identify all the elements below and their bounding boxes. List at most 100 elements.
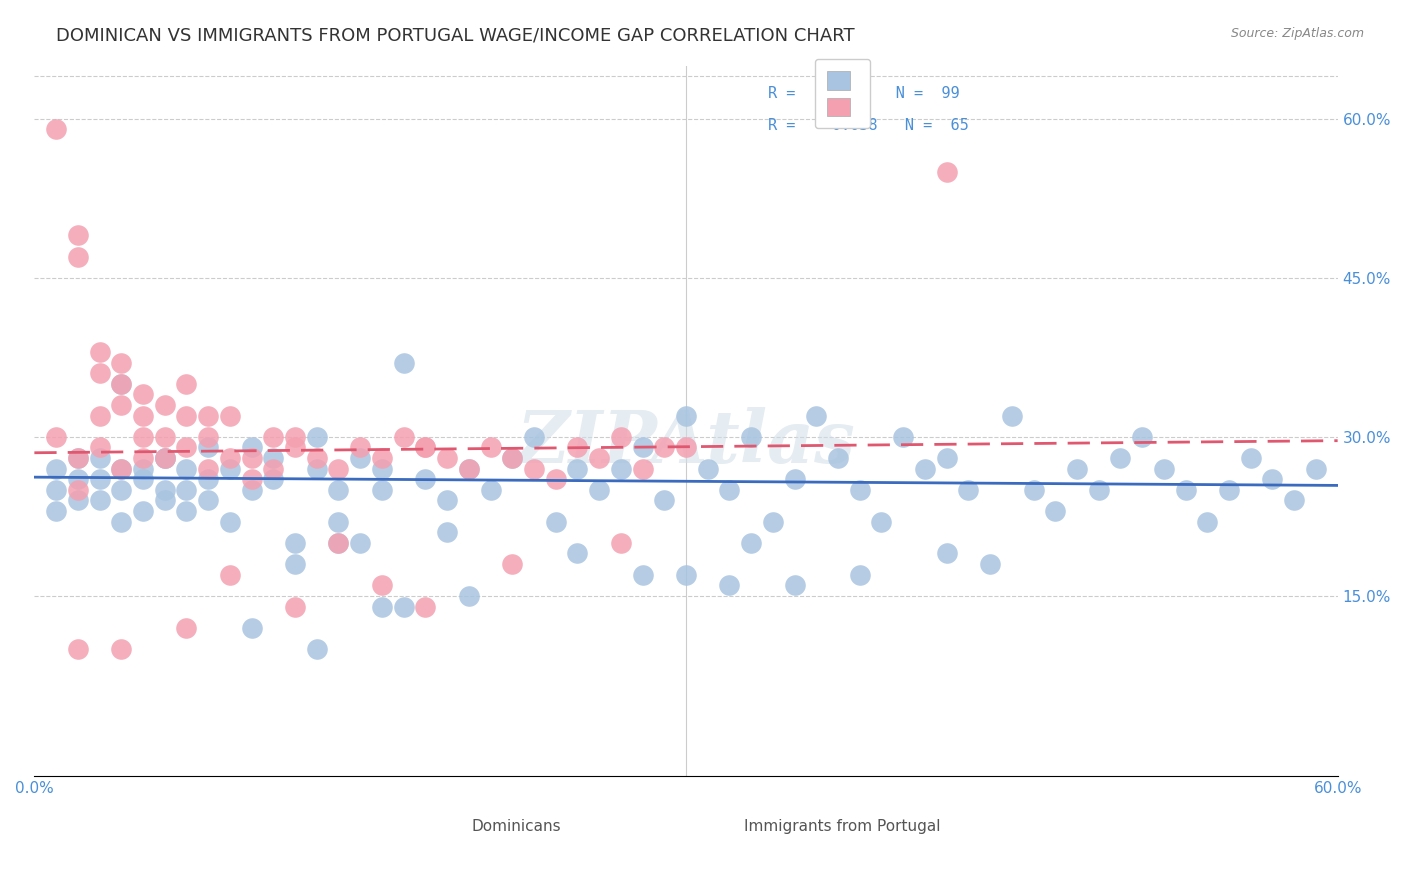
Point [89,409,111,423]
Point [392,356,415,370]
Point [436,525,458,540]
Point [218,451,240,466]
Text: R =    0.038   N =  65: R = 0.038 N = 65 [768,118,969,133]
Point [849,483,872,497]
Point [45,122,67,136]
Point [110,483,132,497]
Text: R =  -0.026   N =  99: R = -0.026 N = 99 [768,86,960,101]
Point [479,441,502,455]
Point [1001,409,1024,423]
Point [1130,430,1153,444]
Point [132,409,155,423]
Point [827,451,849,466]
Point [392,430,415,444]
Point [153,483,176,497]
Point [176,504,198,518]
Point [218,461,240,475]
Point [501,557,523,571]
Point [436,451,458,466]
Point [66,493,89,508]
Point [176,461,198,475]
Point [328,536,350,550]
Point [652,441,675,455]
Point [935,451,957,466]
Point [110,461,132,475]
Point [415,599,437,614]
Point [696,461,718,475]
Point [66,472,89,486]
Point [305,451,328,466]
Point [935,547,957,561]
Point [610,430,633,444]
Point [176,621,198,635]
Point [349,441,371,455]
Point [328,515,350,529]
Point [110,356,132,370]
Point [1197,515,1219,529]
Point [652,493,675,508]
Point [153,493,176,508]
Point [762,515,785,529]
Point [371,451,394,466]
Point [240,441,263,455]
Text: ZIPAtlas: ZIPAtlas [516,407,855,478]
Point [588,483,610,497]
Point [132,451,155,466]
Point [89,366,111,380]
Point [132,504,155,518]
Point [718,578,741,592]
Point [415,441,437,455]
Point [66,642,89,657]
Point [567,547,589,561]
Point [176,409,198,423]
Point [328,461,350,475]
Point [197,441,219,455]
Point [66,250,89,264]
Point [305,430,328,444]
Point [1022,483,1045,497]
Point [523,461,546,475]
Point [305,642,328,657]
Point [89,441,111,455]
Point [567,441,589,455]
Point [110,398,132,412]
Point [176,483,198,497]
Point [675,409,697,423]
Point [457,461,479,475]
Point [1174,483,1197,497]
Point [110,515,132,529]
Point [153,430,176,444]
Point [371,483,394,497]
Point [89,451,111,466]
Point [110,376,132,391]
Point [240,451,263,466]
Point [240,472,263,486]
Point [415,472,437,486]
Point [588,451,610,466]
Point [1261,472,1284,486]
Point [392,599,415,614]
Point [197,493,219,508]
Point [957,483,980,497]
Point [328,483,350,497]
Point [371,461,394,475]
Point [675,567,697,582]
Point [284,441,307,455]
Point [305,461,328,475]
Point [935,165,957,179]
Point [197,409,219,423]
Point [891,430,914,444]
Point [1045,504,1067,518]
Point [240,483,263,497]
Point [89,345,111,359]
Point [457,589,479,603]
Point [110,642,132,657]
Point [218,409,240,423]
Legend: , : , [815,59,870,128]
Point [718,483,741,497]
Point [153,451,176,466]
Point [740,536,762,550]
Point [1240,451,1263,466]
Text: DOMINICAN VS IMMIGRANTS FROM PORTUGAL WAGE/INCOME GAP CORRELATION CHART: DOMINICAN VS IMMIGRANTS FROM PORTUGAL WA… [56,27,855,45]
Point [849,567,872,582]
